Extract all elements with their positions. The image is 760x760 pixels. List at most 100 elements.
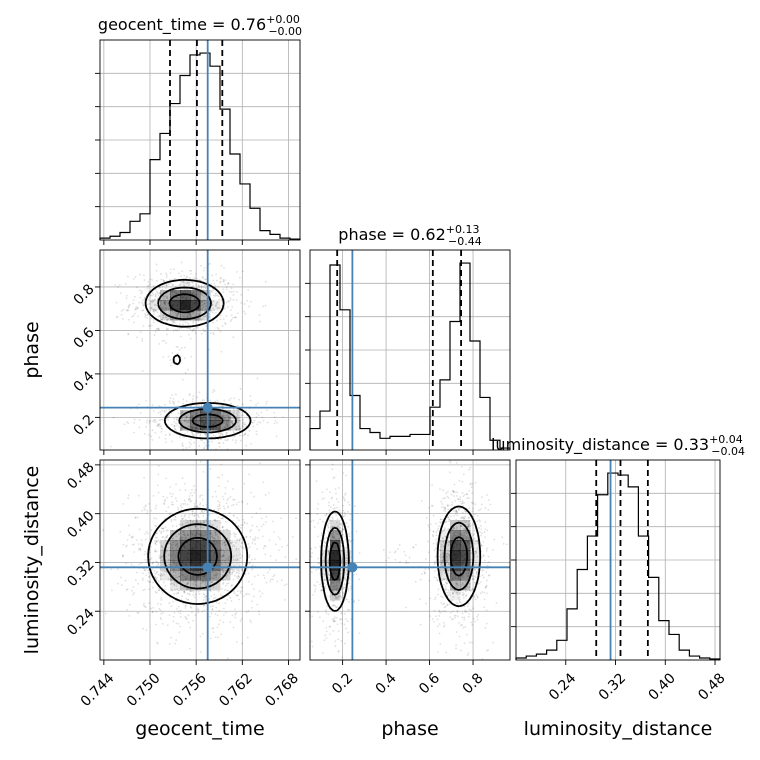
sample-point <box>227 282 230 285</box>
sample-point <box>481 574 484 577</box>
sample-point <box>132 299 135 302</box>
density-cell <box>460 560 471 571</box>
sample-point <box>183 315 186 318</box>
sample-point <box>214 490 217 493</box>
sample-point <box>164 437 167 440</box>
sample-point <box>168 414 171 417</box>
sample-point <box>210 612 213 615</box>
sample-point <box>235 428 238 431</box>
sample-point <box>170 440 173 443</box>
sample-point <box>144 296 146 299</box>
sample-point <box>333 507 336 509</box>
sample-point <box>196 531 199 534</box>
sample-point <box>346 559 348 562</box>
sample-point <box>155 560 157 563</box>
sample-point <box>470 532 473 535</box>
sample-point <box>475 552 478 555</box>
sample-point <box>226 574 229 577</box>
sample-point <box>324 579 326 582</box>
sample-point <box>235 528 238 531</box>
sample-point <box>446 495 449 498</box>
sample-point <box>310 520 313 523</box>
sample-point <box>342 515 344 518</box>
sample-point <box>486 592 488 595</box>
sample-point <box>167 317 170 320</box>
sample-point <box>160 430 163 433</box>
sample-point <box>155 623 158 626</box>
sample-point <box>245 444 248 447</box>
sample-point <box>211 581 213 584</box>
sample-point <box>248 305 250 308</box>
sample-point <box>148 325 150 327</box>
sample-point <box>217 537 220 540</box>
sample-point <box>467 520 470 523</box>
sample-point <box>224 322 226 324</box>
sample-point <box>342 594 345 597</box>
density-cell <box>160 310 171 321</box>
sample-point <box>461 516 463 519</box>
sample-point <box>231 439 234 441</box>
sample-point <box>159 304 162 307</box>
sample-point <box>446 552 449 555</box>
density-cell <box>340 560 351 571</box>
sample-point <box>153 570 156 572</box>
sample-point <box>201 309 204 312</box>
sample-point <box>232 555 235 557</box>
sample-point <box>484 528 487 531</box>
sample-point <box>212 627 215 630</box>
sample-point <box>467 523 470 526</box>
sample-point <box>468 489 471 492</box>
sample-point <box>463 616 466 619</box>
sample-point <box>229 320 232 323</box>
sample-point <box>444 506 447 509</box>
sample-point <box>425 602 427 605</box>
sample-point <box>127 524 130 527</box>
sample-point <box>435 546 438 549</box>
sample-point <box>177 622 180 625</box>
density-cell <box>180 300 191 311</box>
sample-point <box>133 418 136 421</box>
sample-point <box>465 532 468 534</box>
sample-point <box>130 563 133 566</box>
sample-point <box>242 414 244 416</box>
sample-point <box>168 643 171 645</box>
sample-point <box>231 545 234 548</box>
sample-point <box>462 536 465 538</box>
sample-point <box>154 590 157 593</box>
sample-point <box>186 534 189 537</box>
sample-point <box>151 308 154 311</box>
sample-point <box>179 538 182 541</box>
sample-point <box>259 507 262 510</box>
sample-point <box>222 554 225 557</box>
sample-point <box>164 300 167 303</box>
sample-point <box>444 587 447 590</box>
sample-point <box>231 422 234 425</box>
sample-point <box>393 551 396 554</box>
sample-point <box>428 506 431 509</box>
sample-point <box>267 492 270 494</box>
sample-point <box>446 560 449 563</box>
sample-point <box>214 435 217 438</box>
sample-point <box>188 333 190 336</box>
sample-point <box>175 563 178 566</box>
sample-point <box>332 619 335 622</box>
sample-point <box>257 574 259 577</box>
sample-point <box>301 550 303 552</box>
sample-point <box>476 596 479 599</box>
sample-point <box>176 562 179 565</box>
sample-point <box>461 502 464 505</box>
sample-point <box>331 580 334 583</box>
x-tick-label: 0.744 <box>78 670 118 710</box>
sample-point <box>222 278 224 281</box>
sample-point <box>131 315 133 318</box>
sample-point <box>199 434 202 437</box>
sample-point <box>447 497 450 500</box>
sample-point <box>179 505 182 507</box>
sample-point <box>327 560 330 562</box>
sample-point <box>175 313 178 315</box>
sample-point <box>192 321 195 324</box>
panel-content <box>109 261 284 450</box>
sample-point <box>432 514 435 517</box>
sample-point <box>153 334 156 336</box>
sample-point <box>131 543 134 546</box>
